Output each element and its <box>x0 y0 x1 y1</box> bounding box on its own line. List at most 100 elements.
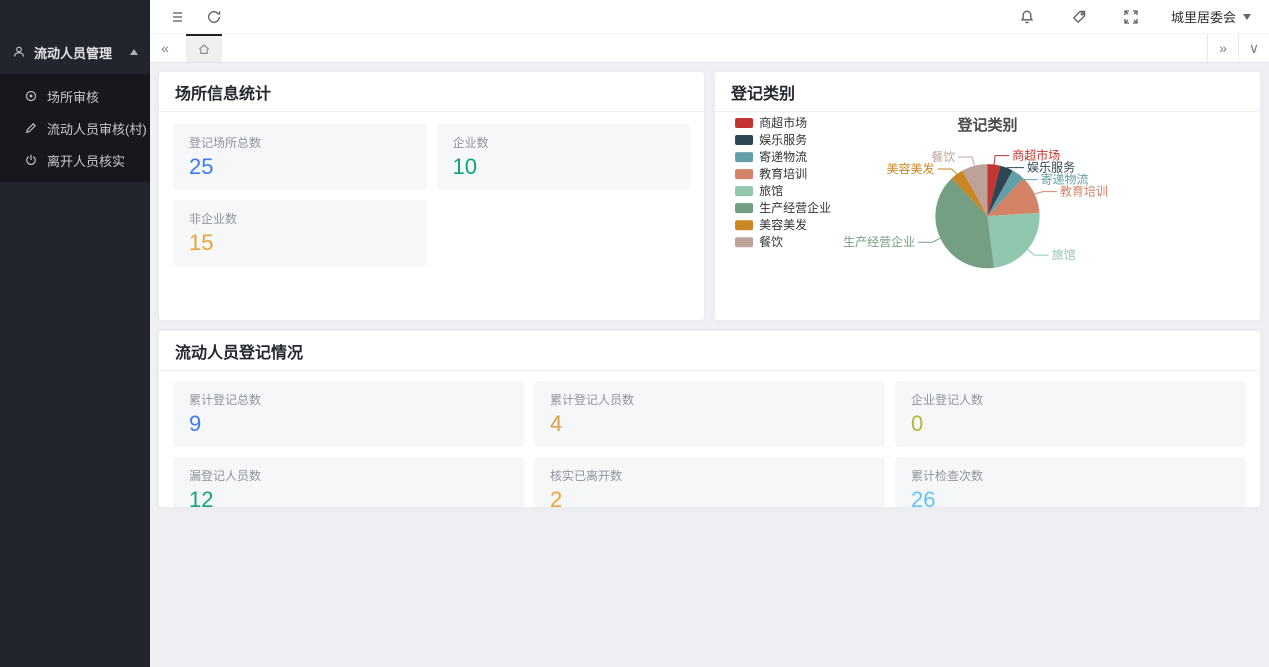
card-register-category: 登记类别 登记类别 商超市场 娱乐服务 寄递物流 教育培训 旅馆 生产经营企业 美容美发 餐饮商… <box>714 71 1261 321</box>
notifications-button[interactable] <box>1015 5 1039 29</box>
fullscreen-button[interactable] <box>1119 5 1143 29</box>
legend-swatch[interactable] <box>735 152 754 163</box>
sidebar-menu-floating-person-mgmt[interactable]: 流动人员管理 <box>0 30 150 74</box>
pencil-icon <box>25 122 37 134</box>
bell-icon <box>1020 10 1034 23</box>
stat-tile-missed-persons: 漏登记人员数 12 <box>173 457 524 508</box>
stat-value: 15 <box>189 230 214 256</box>
legend-label[interactable]: 寄递物流 <box>759 149 807 164</box>
stat-tile-verified-left: 核实已离开数 2 <box>534 457 885 508</box>
stat-label: 漏登记人员数 <box>189 469 262 484</box>
sidebar-item-place-review[interactable]: 场所审核 <box>0 80 150 112</box>
stat-value: 25 <box>189 154 214 179</box>
tabs-menu-button[interactable]: ∨ <box>1238 34 1269 62</box>
stat-tile-registered-persons: 累计登记人员数 4 <box>534 381 885 448</box>
stat-label: 核实已离开数 <box>550 469 623 484</box>
stat-value: 26 <box>911 487 936 508</box>
legend-swatch[interactable] <box>735 135 754 146</box>
sidebar-toggle-button[interactable] <box>164 5 188 29</box>
legend-label[interactable]: 教育培训 <box>759 166 807 181</box>
stat-value: 2 <box>550 487 563 508</box>
legend-swatch[interactable] <box>735 220 754 231</box>
sidebar-item-left-person-verify[interactable]: 离开人员核实 <box>0 144 150 176</box>
pie-label: 娱乐服务 <box>1027 160 1075 175</box>
sidebar: 流动人员管理 场所审核 流动人员审核(村) 离开人员核实 <box>0 0 150 667</box>
stat-tile-registered-places: 登记场所总数 25 <box>173 124 427 191</box>
tabs-scroll-right-button[interactable]: » <box>1207 34 1238 62</box>
refresh-button[interactable] <box>202 5 226 29</box>
top-row: 场所信息统计 登记场所总数 25 企业数 10 非企业数 15 <box>158 71 1261 321</box>
pie-slice[interactable] <box>951 170 988 217</box>
legend-label[interactable]: 娱乐服务 <box>759 132 807 147</box>
stat-label: 累计检查次数 <box>911 469 984 484</box>
pie-slice[interactable] <box>987 178 1040 217</box>
stat-tile-total-registered: 累计登记总数 9 <box>173 381 524 448</box>
stat-tile-enterprises: 企业数 10 <box>436 124 690 191</box>
stat-label: 累计登记总数 <box>189 393 262 407</box>
legend-swatch[interactable] <box>735 203 754 214</box>
legend-label[interactable]: 商超市场 <box>759 115 807 130</box>
sidebar-item-label: 场所审核 <box>47 89 100 105</box>
stat-label: 企业登记人数 <box>911 393 984 407</box>
pie-slice[interactable] <box>962 164 988 217</box>
pie-slice[interactable] <box>987 164 1001 217</box>
card-place-stats: 场所信息统计 登记场所总数 25 企业数 10 非企业数 15 <box>158 71 705 321</box>
home-icon <box>198 44 210 54</box>
legend-swatch[interactable] <box>735 186 754 197</box>
pie-label-line <box>1017 173 1038 181</box>
leave-icon <box>26 154 36 165</box>
topbar-right: 城里居委会 <box>1015 5 1251 29</box>
pie-label-line <box>993 155 1010 165</box>
pie-label: 寄递物流 <box>1040 172 1088 187</box>
tabs-scroll-left-button[interactable]: « <box>150 34 180 62</box>
stat-value: 0 <box>911 411 924 436</box>
pie-slice[interactable] <box>987 170 1024 217</box>
pie-label: 美容美发 <box>886 161 934 176</box>
legend-swatch[interactable] <box>735 169 754 180</box>
stat-label: 累计登记人员数 <box>550 393 635 407</box>
legend-label[interactable]: 餐饮 <box>759 234 783 249</box>
legend-swatch[interactable] <box>735 237 754 248</box>
pie-slice[interactable] <box>987 212 1040 268</box>
radio-target-icon <box>25 90 37 102</box>
tabbar-spacer <box>222 34 1207 62</box>
tag-icon <box>1072 10 1086 23</box>
tab-home[interactable] <box>186 34 222 62</box>
pie-chart-container: 登记类别 商超市场 娱乐服务 寄递物流 教育培训 旅馆 生产经营企业 美容美发 餐饮 商超市场 娱乐… <box>715 112 1260 320</box>
sidebar-menu-label: 流动人员管理 <box>34 45 113 61</box>
sidebar-item-label: 流动人员审核(村) <box>47 121 147 137</box>
pie-slice[interactable] <box>935 178 995 269</box>
card-person-stats: 流动人员登记情况 累计登记总数 9 累计登记人员数 4 企业登记人数 0 <box>158 330 1261 508</box>
place-stats-grid: 登记场所总数 25 企业数 10 非企业数 15 <box>159 112 704 320</box>
pie-label: 生产经营企业 <box>843 234 915 249</box>
sidebar-item-person-review-village[interactable]: 流动人员审核(村) <box>0 112 150 144</box>
pie-label: 商超市场 <box>1012 148 1060 163</box>
pie-label-line <box>1027 248 1049 256</box>
user-icon <box>14 46 24 57</box>
refresh-icon <box>208 10 221 23</box>
stat-value: 4 <box>550 411 563 436</box>
tags-button[interactable] <box>1067 5 1091 29</box>
legend-swatch[interactable] <box>735 118 754 129</box>
sidebar-submenu: 场所审核 流动人员审核(村) 离开人员核实 <box>0 74 150 182</box>
stat-value: 12 <box>189 487 214 508</box>
pie-slice[interactable] <box>987 165 1013 217</box>
legend-label[interactable]: 美容美发 <box>759 217 807 232</box>
hamburger-list-icon <box>170 11 182 22</box>
pie-label: 餐饮 <box>931 149 955 164</box>
stat-tile-enterprise-persons: 企业登记人数 0 <box>895 381 1246 448</box>
card-title: 登记类别 <box>715 72 1260 112</box>
stat-tile-total-inspections: 累计检查次数 26 <box>895 457 1246 508</box>
stat-label: 登记场所总数 <box>189 136 262 150</box>
legend-label[interactable]: 旅馆 <box>759 183 783 198</box>
caret-up-icon <box>130 49 138 55</box>
user-dropdown[interactable]: 城里居委会 <box>1171 7 1251 26</box>
user-name: 城里居委会 <box>1170 10 1236 25</box>
topbar: 城里居委会 <box>150 0 1269 33</box>
main-area: 城里居委会 « » ∨ 场所信息统计 <box>150 0 1269 667</box>
fullscreen-icon <box>1124 9 1138 24</box>
tabbar: « » ∨ <box>150 33 1269 63</box>
legend-label[interactable]: 生产经营企业 <box>759 200 831 215</box>
stat-tile-non-enterprises: 非企业数 15 <box>173 200 427 267</box>
